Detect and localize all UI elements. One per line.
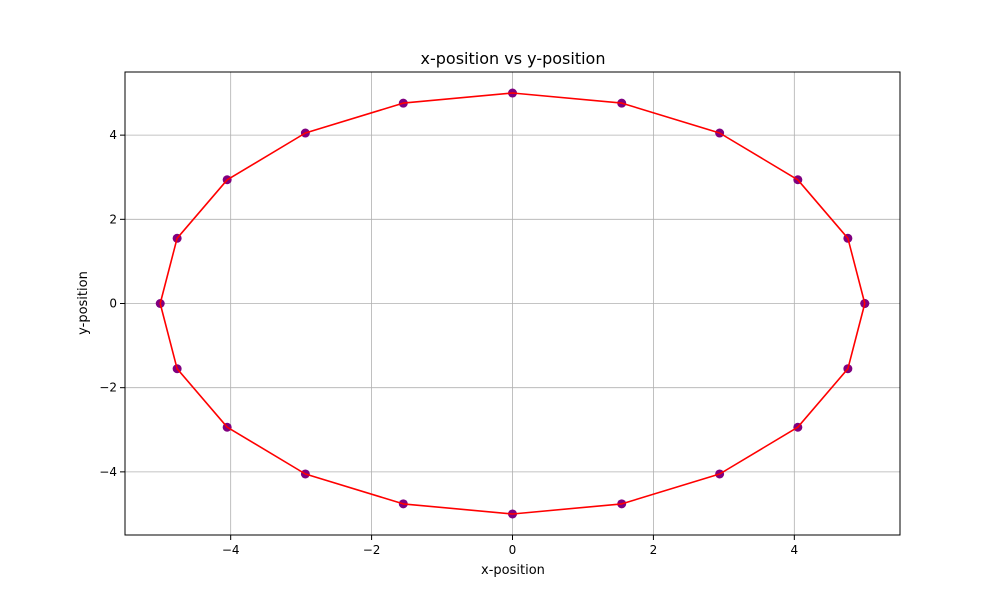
y-tick-label: −4: [99, 465, 117, 479]
grid: [125, 72, 900, 535]
series-layer: [155, 88, 870, 519]
x-tick-label: 0: [509, 543, 517, 557]
y-axis-label: y-position: [76, 271, 91, 335]
x-axis-label: x-position: [481, 563, 545, 578]
y-tick-label: 2: [109, 212, 117, 226]
chart-title: x-position vs y-position: [421, 49, 606, 68]
x-tick-label: 4: [790, 543, 798, 557]
ticks: −4 −2 0 2 4 −4 −2 0 2 4: [99, 128, 798, 557]
x-tick-label: −4: [222, 543, 240, 557]
y-tick-label: 4: [109, 128, 117, 142]
y-tick-label: 0: [109, 297, 117, 311]
x-tick-label: −2: [363, 543, 381, 557]
x-tick-label: 2: [650, 543, 658, 557]
y-tick-label: −2: [99, 381, 117, 395]
series-line: [159, 92, 866, 515]
